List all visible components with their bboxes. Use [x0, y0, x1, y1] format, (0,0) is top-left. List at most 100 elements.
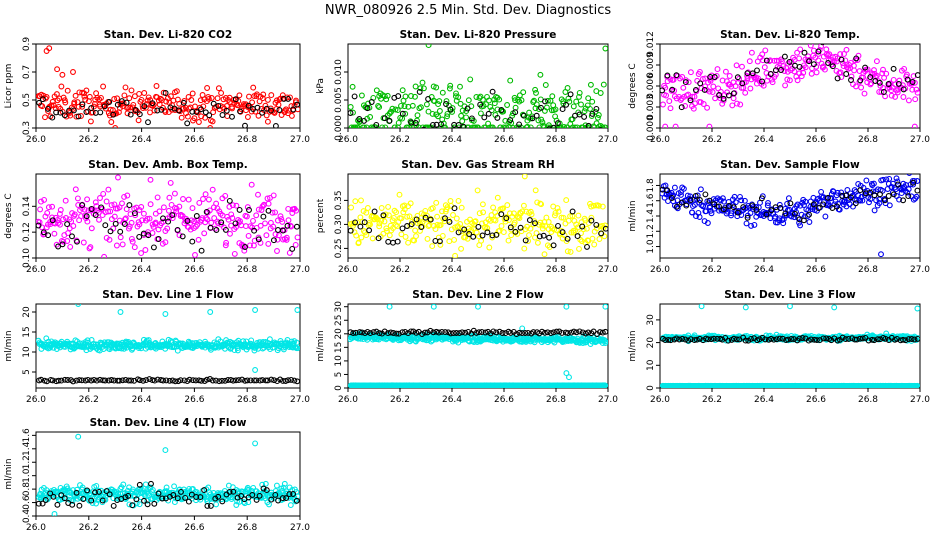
data-point [587, 105, 593, 112]
data-point [98, 94, 104, 101]
data-point [356, 116, 363, 122]
plot-frame [35, 431, 301, 517]
data-point [869, 182, 876, 189]
data-point [253, 377, 260, 384]
data-point [172, 378, 179, 385]
x-tick-label: 26.2 [79, 395, 99, 405]
data-point [498, 107, 505, 113]
data-point [880, 66, 886, 73]
outlier-point [207, 125, 214, 128]
data-point [49, 203, 56, 210]
data-point [785, 336, 792, 343]
data-point [390, 239, 396, 246]
data-point [702, 191, 709, 198]
data-point [107, 228, 114, 235]
data-point [280, 227, 286, 234]
data-point [425, 223, 432, 229]
data-point [75, 113, 82, 120]
data-point [865, 337, 872, 344]
data-point [796, 63, 803, 70]
data-point [478, 237, 485, 244]
data-point [115, 174, 121, 181]
data-point [84, 337, 91, 344]
data-point [510, 210, 517, 217]
data-point [191, 218, 198, 225]
data-point [765, 200, 771, 206]
data-point [124, 192, 131, 199]
data-point [74, 195, 81, 202]
data-point [128, 219, 135, 226]
data-point [508, 120, 515, 126]
data-point [363, 232, 370, 239]
data-point [433, 199, 440, 206]
data-point [196, 377, 202, 384]
data-point [242, 244, 248, 250]
data-point [285, 377, 292, 384]
data-point [446, 238, 453, 245]
data-point [438, 328, 445, 335]
data-point [395, 93, 402, 100]
data-point [171, 190, 178, 197]
data-point [127, 111, 134, 118]
data-point [245, 232, 252, 239]
data-point [401, 103, 408, 110]
data-point [38, 198, 44, 205]
data-point [198, 106, 204, 113]
data-point [166, 377, 173, 384]
data-point [36, 222, 42, 229]
data-point [223, 107, 230, 114]
x-tick-label: 26.8 [858, 395, 878, 405]
data-point [74, 238, 80, 245]
outlier-point [602, 45, 608, 52]
data-point [560, 214, 567, 221]
data-point [475, 233, 482, 240]
data-point [145, 119, 151, 126]
data-point [759, 78, 766, 85]
data-point [473, 329, 480, 336]
y-tick-label: 15 [22, 326, 32, 337]
y-tick-label: 0.009 [646, 52, 656, 78]
data-point [585, 122, 592, 128]
data-point [101, 253, 108, 258]
data-point [354, 219, 361, 226]
data-point [593, 221, 600, 228]
data-point [517, 224, 524, 231]
data-point [200, 196, 206, 202]
data-point [796, 219, 803, 226]
data-point [189, 108, 196, 115]
data-point [412, 120, 419, 126]
data-point [776, 335, 783, 342]
data-point [156, 208, 163, 215]
y-tick-label: 0.7 [22, 65, 32, 79]
data-point [885, 193, 892, 199]
data-point [229, 105, 236, 112]
data-point [843, 46, 850, 53]
data-point [465, 328, 472, 335]
data-point [364, 328, 371, 335]
data-points [36, 304, 300, 385]
data-point [121, 221, 128, 227]
outlier-point [46, 45, 53, 52]
plot-frame [659, 303, 921, 389]
data-point [429, 110, 436, 117]
data-point [840, 63, 847, 70]
data-point [488, 107, 495, 114]
data-point [744, 214, 751, 221]
data-point [857, 187, 864, 194]
data-point [49, 377, 56, 384]
data-point [135, 117, 142, 124]
data-point [366, 227, 373, 234]
data-point [294, 234, 300, 241]
data-point [560, 100, 567, 107]
data-point [543, 104, 550, 111]
data-point [165, 218, 172, 225]
data-point [842, 336, 849, 343]
data-point [873, 72, 880, 79]
data-point [430, 329, 437, 336]
data-point [110, 111, 117, 118]
data-point [559, 106, 566, 113]
data-point [911, 336, 918, 343]
data-point [513, 331, 520, 338]
data-point [209, 118, 216, 125]
